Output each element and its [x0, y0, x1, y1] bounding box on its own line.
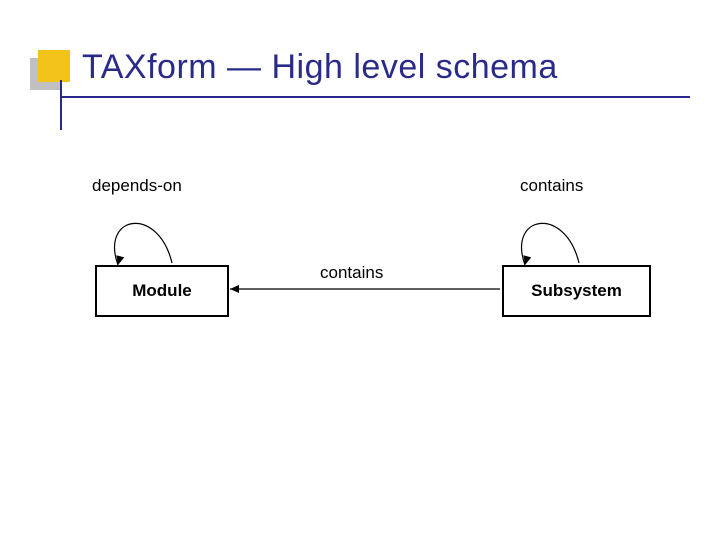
accent-square: [38, 50, 70, 82]
edge-label-contains-module: contains: [320, 263, 383, 283]
node-subsystem: Subsystem: [502, 265, 651, 317]
slide-title: TAXform — High level schema: [82, 48, 558, 87]
title-underline: [60, 96, 690, 98]
edge-label-depends-on: depends-on: [92, 176, 182, 196]
edge-label-contains-self: contains: [520, 176, 583, 196]
edge-depends-on: [115, 223, 172, 265]
slide: TAXform — High level schema Module Subsys…: [0, 0, 720, 540]
node-module: Module: [95, 265, 229, 317]
arrowhead-depends-on: [116, 255, 124, 265]
title-vline: [60, 80, 62, 130]
node-label: Subsystem: [531, 281, 622, 301]
edge-contains-self: [522, 223, 579, 265]
arrowhead-contains-self: [523, 255, 531, 265]
arrowhead-contains-module: [230, 285, 239, 293]
node-label: Module: [132, 281, 192, 301]
